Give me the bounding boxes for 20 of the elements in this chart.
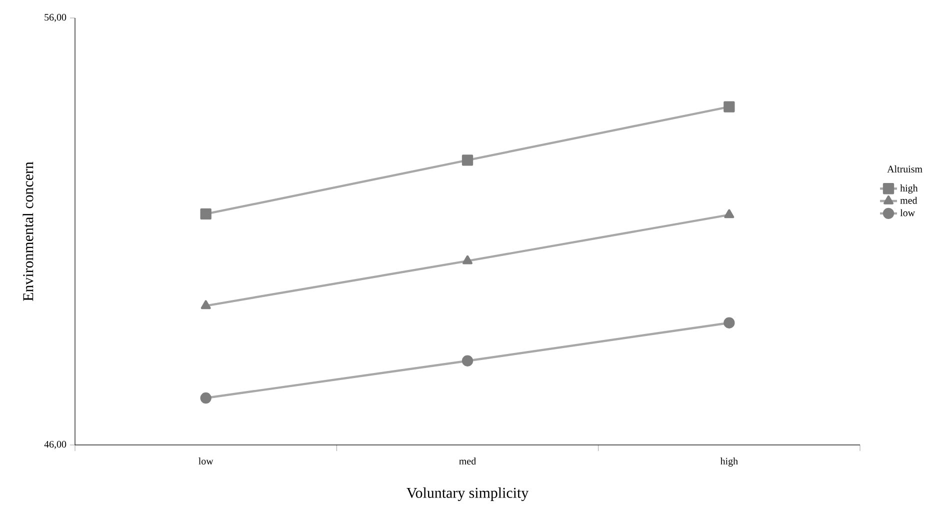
point xyxy=(724,209,734,218)
point xyxy=(200,208,212,220)
y-axis-title: Environmental concern xyxy=(22,162,34,301)
y-tick-label: 56,00 xyxy=(44,14,66,22)
legend-title: Altruism xyxy=(887,165,922,172)
point xyxy=(200,300,211,310)
x-tick-label: high xyxy=(720,457,738,467)
point xyxy=(724,317,735,328)
point xyxy=(462,154,474,166)
point xyxy=(462,355,474,366)
legend-label: low xyxy=(900,209,915,216)
y-tick-label: 46,00 xyxy=(44,440,66,450)
point xyxy=(462,255,472,264)
x-axis-title: Voluntary simplicity xyxy=(406,487,529,501)
legend-label: high xyxy=(900,184,918,194)
x-tick-label: med xyxy=(459,457,476,465)
legend-label: med xyxy=(900,196,918,204)
x-tick-label: low xyxy=(198,457,214,465)
point xyxy=(200,392,212,404)
point xyxy=(724,101,735,112)
